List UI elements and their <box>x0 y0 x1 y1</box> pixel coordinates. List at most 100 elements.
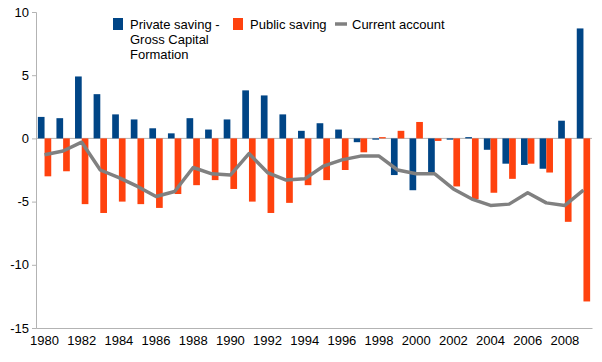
bar <box>119 138 126 201</box>
chart: -15-10-505101980198219841986198819901992… <box>0 0 602 362</box>
bar <box>577 28 584 138</box>
x-tick: 1984 <box>104 328 133 348</box>
x-tick: 1992 <box>253 328 282 348</box>
bar <box>149 128 156 138</box>
x-tick-label: 1998 <box>365 333 394 348</box>
bar <box>230 138 237 189</box>
bar <box>75 76 82 138</box>
bar <box>509 138 516 178</box>
y-tick-label: 5 <box>22 68 29 83</box>
x-tick-label: 1984 <box>104 333 133 348</box>
bar <box>249 138 256 201</box>
bar-series <box>45 122 591 301</box>
x-tick: 1990 <box>216 328 245 348</box>
x-tick: 1980 <box>30 328 59 348</box>
bar <box>261 95 268 138</box>
bar <box>100 138 107 213</box>
bar <box>360 138 367 152</box>
x-tick-label: 1988 <box>179 333 208 348</box>
bar <box>435 138 442 141</box>
x-tick: 2000 <box>402 328 431 348</box>
x-tick: 2004 <box>476 328 505 348</box>
bar <box>317 123 324 138</box>
y-tick: -5 <box>17 194 36 209</box>
x-tick: 2006 <box>513 328 542 348</box>
y-tick-mark <box>32 12 36 13</box>
legend-symbol <box>113 18 123 30</box>
bar <box>528 138 535 163</box>
x-axis: 1980 1982 1984 1986 1988 1990 1992 1994 1996 1998… <box>30 328 592 348</box>
x-axis-line <box>37 328 593 329</box>
bar <box>56 118 63 138</box>
plot: -15-10-505101980198219841986198819901992… <box>10 5 592 349</box>
y-tick-mark <box>32 138 36 139</box>
bar <box>335 130 342 139</box>
bar <box>540 138 547 168</box>
legend: Private saving -Gross CapitalFormation Pu… <box>113 17 445 62</box>
bar <box>187 118 194 138</box>
bar <box>465 137 472 138</box>
bar <box>112 114 119 138</box>
x-tick-label: 1992 <box>253 333 282 348</box>
bar <box>323 138 330 180</box>
y-tick-label: 10 <box>15 5 29 20</box>
y-axis-line <box>32 13 37 329</box>
x-tick: 1996 <box>327 328 356 348</box>
bar <box>298 131 305 139</box>
x-tick: 2002 <box>439 328 468 348</box>
bar <box>484 138 491 149</box>
y-tick-mark <box>32 75 36 76</box>
bar <box>583 138 590 301</box>
bar <box>502 138 509 163</box>
y-tick-mark <box>32 202 36 203</box>
bar <box>416 122 423 138</box>
bar <box>558 121 565 139</box>
bar <box>447 138 454 139</box>
bar <box>45 138 52 176</box>
bar <box>491 138 498 192</box>
bar <box>205 130 212 139</box>
x-tick-label: 2000 <box>402 333 431 348</box>
x-tick: 1994 <box>290 328 319 348</box>
x-tick-label: 2004 <box>476 333 505 348</box>
legend-item: Public saving <box>233 17 327 32</box>
bar <box>131 119 138 138</box>
bar <box>565 138 572 221</box>
bar <box>354 138 361 142</box>
legend-symbol <box>335 22 347 26</box>
x-tick: 2008 <box>550 328 579 348</box>
x-tick-label: 1986 <box>142 333 171 348</box>
x-tick: 1988 <box>179 328 208 348</box>
legend-label: Current account <box>352 17 445 32</box>
bar <box>137 138 144 204</box>
y-tick-label: -10 <box>10 257 29 272</box>
x-tick-label: 1994 <box>290 333 319 348</box>
bar <box>168 133 175 138</box>
bar <box>279 114 286 138</box>
y-tick-label: -5 <box>17 194 29 209</box>
bar <box>521 138 528 165</box>
bar <box>410 138 417 190</box>
bar <box>472 138 479 199</box>
bar <box>286 138 293 202</box>
bar <box>372 138 379 139</box>
legend-symbol <box>233 18 243 30</box>
x-tick: 1998 <box>365 328 394 348</box>
y-tick-mark <box>32 328 36 329</box>
bar <box>242 90 249 138</box>
x-tick: 1982 <box>67 328 96 348</box>
y-tick: 10 <box>15 5 36 20</box>
x-tick-label: 1980 <box>30 333 59 348</box>
marks <box>38 28 590 301</box>
x-tick: 1986 <box>142 328 171 348</box>
y-axis: -15-10-50510 <box>10 5 36 336</box>
x-tick-label: 1996 <box>327 333 356 348</box>
bar <box>193 138 200 185</box>
bar <box>428 138 435 172</box>
bar <box>398 131 405 139</box>
bar <box>224 119 231 138</box>
legend-item: Current account <box>335 17 445 32</box>
legend-item: Private saving -Gross CapitalFormation <box>113 17 220 62</box>
y-tick: 5 <box>22 68 36 83</box>
x-tick-label: 2002 <box>439 333 468 348</box>
